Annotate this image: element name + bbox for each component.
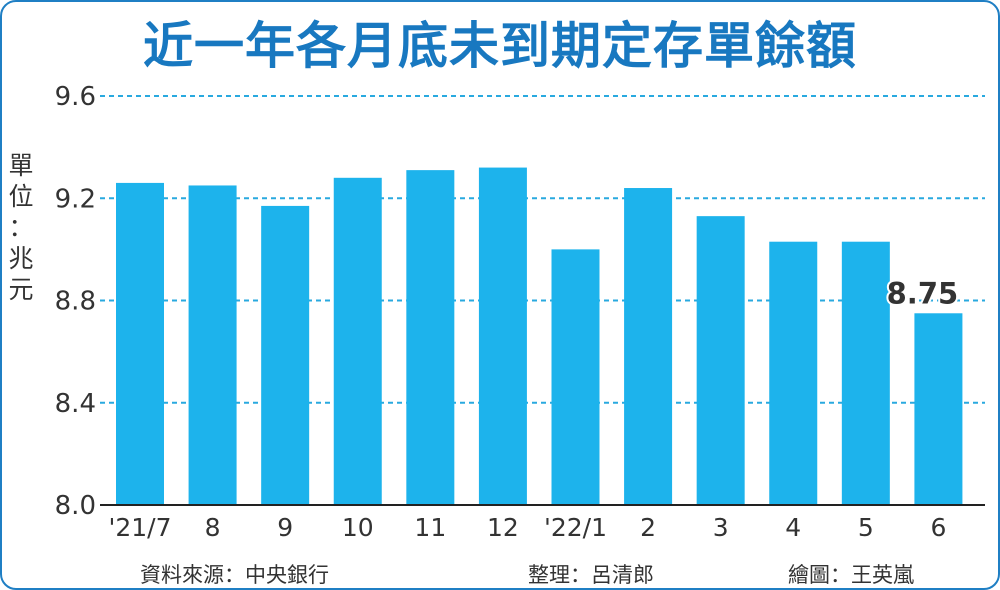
bar — [841, 241, 890, 506]
y-tick-label: 8.4 — [55, 389, 96, 419]
source-credit: 資料來源：中央銀行 — [140, 563, 329, 587]
x-tick-label: 9 — [277, 513, 293, 542]
y-tick-label: 8.8 — [55, 287, 96, 317]
bars — [116, 167, 963, 506]
data-label: 8.75 — [887, 276, 959, 310]
bar — [261, 205, 310, 505]
x-tick-label: 2 — [640, 513, 656, 542]
x-tick-label: '22/1 — [544, 513, 607, 542]
x-tick-label: '21/7 — [108, 513, 171, 542]
annotations: 8.75 — [885, 274, 961, 312]
editor-credit: 整理：呂清郎 — [528, 563, 654, 587]
bar — [116, 182, 164, 505]
bar — [188, 185, 237, 505]
bar — [914, 313, 963, 505]
bar — [624, 188, 673, 505]
x-tick-label: 6 — [930, 513, 946, 542]
y-tick-labels: 9.6 9.2 8.8 8.4 8.0 — [55, 82, 96, 521]
x-tick-label: 10 — [342, 513, 374, 542]
x-tick-label: 12 — [487, 513, 519, 542]
x-tick-label: 8 — [205, 513, 221, 542]
gridlines — [100, 95, 985, 404]
y-tick-label: 8.0 — [55, 491, 96, 521]
bar — [551, 249, 600, 505]
bar — [478, 167, 527, 505]
bar — [769, 241, 818, 506]
x-tick-labels: '21/7 8 9 10 11 12 '22/1 2 3 4 5 6 — [108, 513, 946, 542]
bar — [406, 170, 455, 505]
bar — [333, 177, 382, 506]
x-tick-label: 5 — [858, 513, 874, 542]
y-tick-label: 9.2 — [55, 184, 96, 214]
y-tick-label: 9.6 — [55, 82, 96, 112]
y-axis-unit-label: 單位：兆元 — [8, 151, 34, 304]
bar — [696, 216, 745, 506]
x-tick-label: 11 — [414, 513, 446, 542]
artist-credit: 繪圖：王英嵐 — [788, 563, 914, 587]
chart-title: 近一年各月底未到期定存單餘額 — [143, 17, 857, 75]
x-tick-label: 4 — [785, 513, 801, 542]
x-tick-label: 3 — [713, 513, 729, 542]
